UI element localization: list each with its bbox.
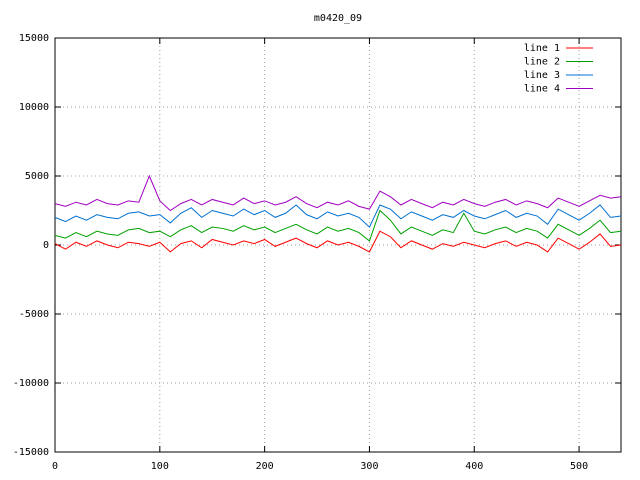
y-tick-label: 0 <box>43 240 49 251</box>
x-tick-label: 400 <box>465 461 483 472</box>
legend-label: line 4 <box>524 84 560 95</box>
y-tick-label: -10000 <box>13 378 49 389</box>
x-tick-label: 200 <box>256 461 274 472</box>
x-tick-label: 300 <box>360 461 378 472</box>
y-tick-label: -5000 <box>19 309 49 320</box>
y-tick-label: -15000 <box>13 447 49 458</box>
data-line <box>54 230 622 253</box>
legend-label: line 3 <box>524 70 560 81</box>
y-tick-label: 10000 <box>19 102 49 113</box>
x-tick-label: 500 <box>570 461 588 472</box>
y-tick-label: 5000 <box>25 171 49 182</box>
data-line <box>54 204 622 228</box>
x-tick-label: 100 <box>151 461 169 472</box>
data-line <box>54 174 622 212</box>
chart-title: m0420_09 <box>314 13 362 24</box>
y-tick-label: 15000 <box>19 33 49 44</box>
data-line <box>54 209 622 242</box>
legend-label: line 2 <box>524 57 560 68</box>
x-tick-label: 0 <box>52 461 58 472</box>
legend-label: line 1 <box>524 43 560 54</box>
